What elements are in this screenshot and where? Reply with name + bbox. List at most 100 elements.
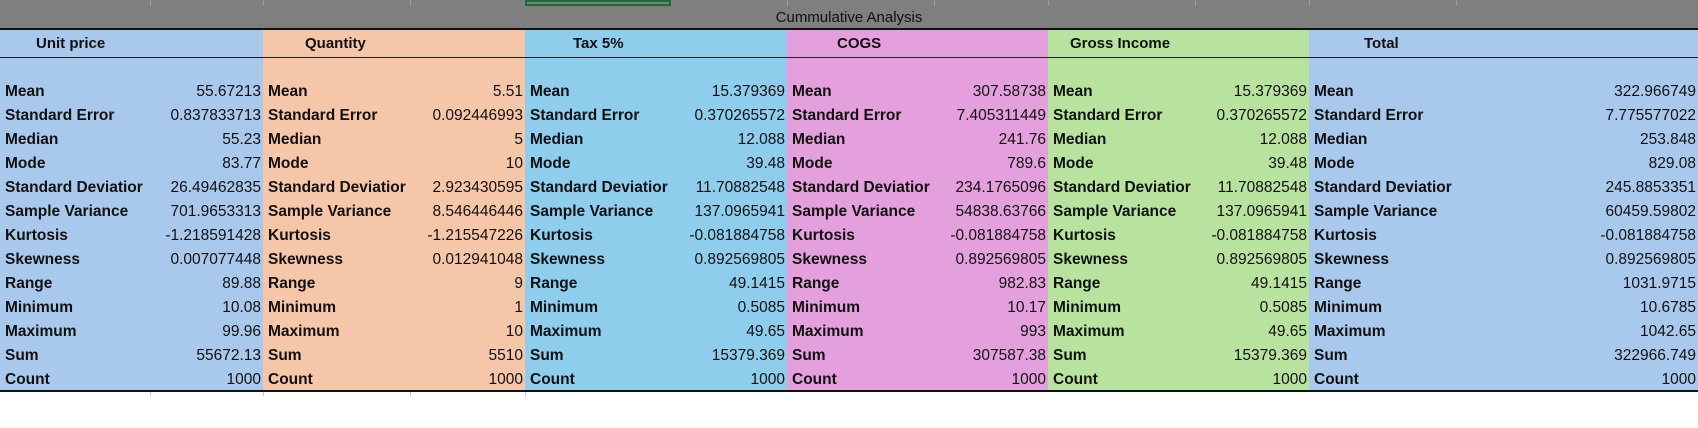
stat-value-cell[interactable]: 0.892569805 xyxy=(1605,251,1696,268)
stat-label-cell[interactable]: Maximum xyxy=(268,323,340,340)
stat-label-cell[interactable]: Maximum xyxy=(530,323,602,340)
stat-label-cell[interactable]: Sample Variance xyxy=(530,203,654,220)
stat-value-cell[interactable]: 10.08 xyxy=(222,299,261,316)
column-header-cell[interactable] xyxy=(787,0,935,6)
stat-value-cell[interactable]: 55672.13 xyxy=(196,347,261,364)
stat-value-cell[interactable]: 137.0965941 xyxy=(694,203,785,220)
stat-value-cell[interactable]: 1 xyxy=(514,299,523,316)
stat-label-cell[interactable]: Maximum xyxy=(5,323,77,340)
stat-value-cell[interactable]: 1000 xyxy=(1011,371,1046,388)
stat-label-cell[interactable]: Sample Variance xyxy=(268,203,392,220)
stat-label-cell[interactable]: Sample Variance xyxy=(1053,203,1177,220)
column-header-strip[interactable] xyxy=(0,0,1698,6)
stat-value-cell[interactable]: 8.546446446 xyxy=(432,203,523,220)
stat-value-cell[interactable]: 307.58738 xyxy=(972,83,1046,100)
column-header-cell[interactable] xyxy=(263,0,411,6)
stat-value-cell[interactable]: 0.837833713 xyxy=(170,107,261,124)
stat-label-cell[interactable]: Minimum xyxy=(530,299,599,316)
block-header[interactable]: Unit price xyxy=(0,30,263,58)
empty-row[interactable] xyxy=(787,58,1048,80)
stat-value-cell[interactable]: 49.1415 xyxy=(728,275,785,292)
stat-label-cell[interactable]: Mean xyxy=(268,83,308,100)
stat-label-cell[interactable]: Standard Deviatior xyxy=(792,179,930,196)
stat-value-cell[interactable]: 982.83 xyxy=(998,275,1046,292)
stat-label-cell[interactable]: Mode xyxy=(268,155,309,172)
stat-value-cell[interactable]: -0.081884758 xyxy=(1211,227,1307,244)
stat-label-cell[interactable]: Mode xyxy=(530,155,571,172)
stat-label-cell[interactable]: Standard Error xyxy=(268,107,378,124)
stat-value-cell[interactable]: -1.215547226 xyxy=(427,227,523,244)
stat-label-cell[interactable]: Maximum xyxy=(1053,323,1125,340)
block-header[interactable]: Total xyxy=(1309,30,1698,58)
stat-label-cell[interactable]: Sum xyxy=(268,347,302,364)
stats-block-gross-income[interactable]: Gross Income Mean 15.379369 Standard Error 0… xyxy=(1048,30,1309,392)
block-header[interactable]: COGS xyxy=(787,30,1048,58)
column-header-cell[interactable] xyxy=(934,0,1049,6)
stat-value-cell[interactable]: 15379.369 xyxy=(711,347,785,364)
empty-row[interactable] xyxy=(0,58,263,80)
stat-value-cell[interactable]: 12.088 xyxy=(1259,131,1307,148)
stat-value-cell[interactable]: 39.48 xyxy=(746,155,785,172)
stat-value-cell[interactable]: 253.848 xyxy=(1639,131,1696,148)
stat-label-cell[interactable]: Mode xyxy=(1314,155,1355,172)
stat-label-cell[interactable]: Skewness xyxy=(268,251,343,268)
stat-value-cell[interactable]: 10 xyxy=(505,155,523,172)
stat-label-cell[interactable]: Sum xyxy=(1314,347,1348,364)
stat-label-cell[interactable]: Minimum xyxy=(1314,299,1383,316)
stat-value-cell[interactable]: 89.88 xyxy=(222,275,261,292)
stat-label-cell[interactable]: Count xyxy=(1053,371,1098,388)
stat-label-cell[interactable]: Count xyxy=(792,371,837,388)
stat-label-cell[interactable]: Range xyxy=(1314,275,1362,292)
column-header-cell[interactable] xyxy=(0,0,151,6)
stat-label-cell[interactable]: Mean xyxy=(530,83,570,100)
stat-value-cell[interactable]: -0.081884758 xyxy=(689,227,785,244)
stat-value-cell[interactable]: 0.892569805 xyxy=(1216,251,1307,268)
stat-label-cell[interactable]: Standard Deviatior xyxy=(1314,179,1452,196)
stat-value-cell[interactable]: 55.23 xyxy=(222,131,261,148)
stat-value-cell[interactable]: 5.51 xyxy=(492,83,523,100)
stat-value-cell[interactable]: 10 xyxy=(505,323,523,340)
stat-label-cell[interactable]: Kurtosis xyxy=(792,227,855,244)
column-header-cell[interactable] xyxy=(150,0,264,6)
stat-label-cell[interactable]: Median xyxy=(1314,131,1368,148)
stat-value-cell[interactable]: 99.96 xyxy=(222,323,261,340)
stat-label-cell[interactable]: Mode xyxy=(5,155,46,172)
column-header-cell[interactable] xyxy=(1048,0,1196,6)
stat-value-cell[interactable]: 829.08 xyxy=(1648,155,1696,172)
stat-label-cell[interactable]: Minimum xyxy=(268,299,337,316)
stat-value-cell[interactable]: 83.77 xyxy=(222,155,261,172)
stat-label-cell[interactable]: Skewness xyxy=(1053,251,1128,268)
stat-label-cell[interactable]: Count xyxy=(530,371,575,388)
stat-value-cell[interactable]: 137.0965941 xyxy=(1216,203,1307,220)
empty-row[interactable] xyxy=(1309,58,1698,80)
stat-label-cell[interactable]: Range xyxy=(5,275,53,292)
stat-label-cell[interactable]: Skewness xyxy=(530,251,605,268)
stat-label-cell[interactable]: Skewness xyxy=(792,251,867,268)
stat-label-cell[interactable]: Standard Deviatior xyxy=(5,179,143,196)
stat-label-cell[interactable]: Standard Deviatior xyxy=(530,179,668,196)
stat-label-cell[interactable]: Range xyxy=(792,275,840,292)
stat-label-cell[interactable]: Count xyxy=(268,371,313,388)
stat-value-cell[interactable]: -0.081884758 xyxy=(950,227,1046,244)
stat-label-cell[interactable]: Median xyxy=(268,131,322,148)
stat-label-cell[interactable]: Sample Variance xyxy=(792,203,916,220)
stat-value-cell[interactable]: 0.012941048 xyxy=(432,251,523,268)
stat-value-cell[interactable]: 1031.9715 xyxy=(1622,275,1696,292)
empty-cell[interactable] xyxy=(0,392,151,396)
stat-label-cell[interactable]: Median xyxy=(1053,131,1107,148)
block-header[interactable]: Quantity xyxy=(263,30,525,58)
stat-value-cell[interactable]: 0.5085 xyxy=(737,299,785,316)
stat-label-cell[interactable]: Skewness xyxy=(5,251,80,268)
stat-value-cell[interactable]: 55.67213 xyxy=(196,83,261,100)
stat-label-cell[interactable]: Kurtosis xyxy=(530,227,593,244)
stat-value-cell[interactable]: 54838.63766 xyxy=(955,203,1046,220)
block-header[interactable]: Tax 5% xyxy=(525,30,787,58)
column-header-cell[interactable] xyxy=(1195,0,1310,6)
stat-label-cell[interactable]: Standard Error xyxy=(792,107,902,124)
stat-label-cell[interactable]: Standard Deviatior xyxy=(1053,179,1191,196)
stat-label-cell[interactable]: Count xyxy=(5,371,50,388)
stat-label-cell[interactable]: Mode xyxy=(792,155,833,172)
stats-block-cogs[interactable]: COGS Mean 307.58738 Standard Error 7.4053114… xyxy=(787,30,1048,392)
stat-value-cell[interactable]: 10.6785 xyxy=(1639,299,1696,316)
stat-value-cell[interactable]: 789.6 xyxy=(1007,155,1046,172)
